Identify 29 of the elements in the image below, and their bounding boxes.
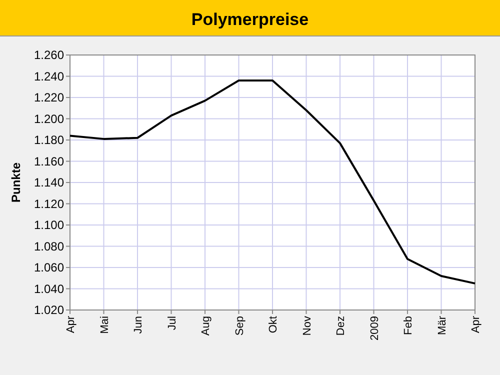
y-tick-label: 1.080 <box>34 239 64 254</box>
y-tick-label: 1.220 <box>34 90 64 104</box>
chart-title: Polymerpreise <box>191 10 309 29</box>
y-tick-label: 1.120 <box>34 196 64 211</box>
y-tick-label: 1.020 <box>34 303 64 317</box>
y-tick-label: 1.200 <box>34 112 64 126</box>
x-tick-label: Feb <box>402 316 414 335</box>
y-tick-label: 1.040 <box>34 282 64 296</box>
y-tick-label: 1.160 <box>34 154 64 168</box>
y-tick-label: 1.240 <box>34 69 64 84</box>
x-tick-label: Nov <box>301 316 314 336</box>
y-tick-label: 1.180 <box>34 133 64 147</box>
x-tick-label: 2009 <box>368 316 381 340</box>
x-tick-label: Apr <box>65 316 77 334</box>
x-tick-label: Okt <box>268 316 280 334</box>
x-tick-label: Sep <box>234 316 246 336</box>
x-tick-label: Mai <box>98 316 111 334</box>
y-tick-label: 1.260 <box>34 48 64 62</box>
line-series <box>69 80 476 284</box>
x-tick-label: Jun <box>132 316 144 334</box>
x-tick-label: Dez <box>335 316 347 336</box>
x-tick-label: Apr <box>470 316 482 334</box>
y-tick-label: 1.060 <box>34 260 64 274</box>
y-axis-title: Punkte <box>9 162 23 203</box>
y-tick-label: 1.100 <box>34 218 64 232</box>
x-tick-label: Aug <box>200 316 212 336</box>
x-tick-label: Jul <box>166 316 178 330</box>
x-tick-label: Mär <box>436 316 448 335</box>
y-tick-label: 1.140 <box>34 176 64 190</box>
